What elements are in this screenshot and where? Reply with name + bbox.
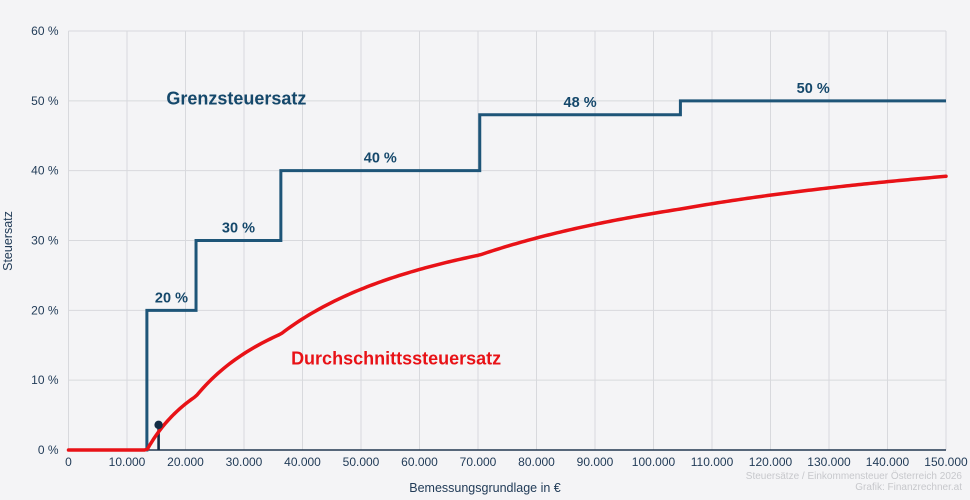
attribution: Steuersätze / Einkommensteuer Österreich… <box>746 471 962 493</box>
y-tick-label: 30 % <box>31 234 59 248</box>
x-tick-label: 130.000 <box>807 455 851 469</box>
step-rate-label: 20 % <box>155 290 188 306</box>
step-rate-label: 48 % <box>564 95 597 111</box>
x-tick-label: 80.000 <box>518 455 555 469</box>
y-tick-label: 50 % <box>31 94 59 108</box>
bracket-marker-dot <box>154 420 163 430</box>
x-tick-label: 50.000 <box>343 455 380 469</box>
x-tick-label: 90.000 <box>577 455 614 469</box>
x-tick-label: 70.000 <box>460 455 497 469</box>
x-tick-label: 0 <box>65 455 72 469</box>
y-tick-label: 60 % <box>31 24 59 38</box>
x-axis-title: Bemessungsgrundlage in € <box>409 481 561 495</box>
series-label-grenzsteuersatz: Grenzsteuersatz <box>166 88 307 109</box>
x-tick-label: 10.000 <box>109 455 146 469</box>
series-label-durchschnittssteuersatz: Durchschnittssteuersatz <box>291 348 502 369</box>
x-tick-label: 150.000 <box>924 455 968 469</box>
average-rate-curve <box>66 174 948 452</box>
marginal-rate-step-line <box>68 99 946 452</box>
x-tick-label: 120.000 <box>749 455 793 469</box>
step-rate-label: 40 % <box>364 151 397 167</box>
y-axis-title: Steuersatz <box>1 211 15 271</box>
x-tick-label: 20.000 <box>167 455 204 469</box>
y-tick-label: 20 % <box>31 303 59 317</box>
y-tick-label: 10 % <box>31 373 59 387</box>
y-tick-label: 0 % <box>38 443 59 457</box>
y-tick-label: 40 % <box>31 164 59 178</box>
x-tick-label: 60.000 <box>401 455 438 469</box>
step-rate-label: 30 % <box>222 221 255 237</box>
x-tick-label: 110.000 <box>691 455 734 469</box>
x-tick-label: 30.000 <box>226 455 263 469</box>
x-tick-label: 40.000 <box>284 455 321 469</box>
step-rate-label: 50 % <box>797 81 830 97</box>
x-tick-label: 100.000 <box>632 455 676 469</box>
attribution-line-source: Steuersätze / Einkommensteuer Österreich… <box>745 471 962 482</box>
attribution-line-credit: Grafik: Finanzrechner.at <box>855 482 962 493</box>
x-tick-label: 140.000 <box>866 455 910 469</box>
